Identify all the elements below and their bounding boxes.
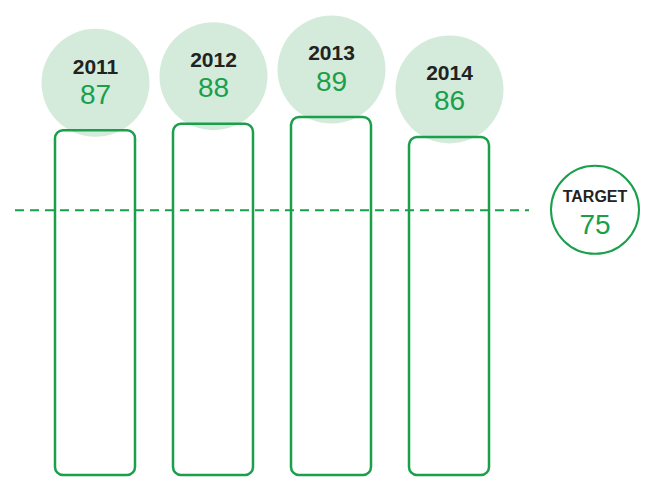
- svg-text:87: 87: [80, 79, 111, 110]
- svg-text:2012: 2012: [190, 48, 237, 71]
- svg-text:89: 89: [316, 66, 347, 97]
- svg-text:75: 75: [579, 209, 610, 240]
- svg-text:86: 86: [434, 85, 465, 116]
- svg-text:TARGET: TARGET: [563, 188, 628, 205]
- svg-text:2011: 2011: [73, 55, 119, 78]
- svg-text:2014: 2014: [426, 61, 473, 84]
- svg-text:2013: 2013: [308, 41, 355, 64]
- svg-text:88: 88: [198, 72, 229, 103]
